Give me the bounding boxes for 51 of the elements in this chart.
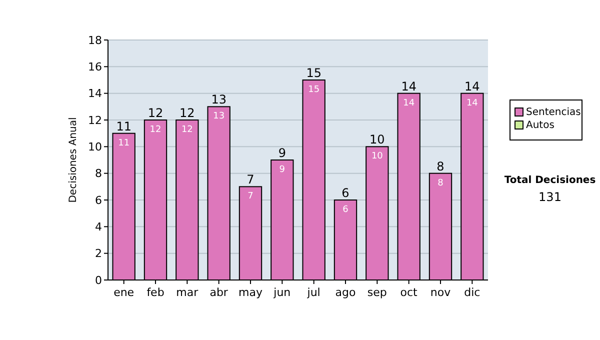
x-tick-label: jun [272, 286, 291, 299]
total-label: 13 [211, 92, 226, 107]
total-label: 11 [116, 119, 132, 134]
y-tick-label: 0 [95, 274, 102, 287]
total-label: 14 [464, 79, 480, 94]
data-label: 6 [342, 205, 349, 215]
total-label: 15 [306, 66, 322, 80]
x-tick-label: jul [306, 286, 320, 299]
x-tick-label: sep [367, 286, 387, 299]
x-tick-label: may [238, 286, 263, 299]
data-label: 14 [466, 98, 478, 108]
y-axis-title: Decisiones Anual [68, 117, 79, 203]
total-label: 10 [370, 132, 385, 147]
total-label: 6 [342, 186, 350, 200]
y-tick-label: 16 [88, 60, 102, 74]
data-label: 9 [279, 165, 286, 175]
data-label: 13 [213, 112, 225, 122]
x-tick-label: nov [430, 286, 452, 299]
x-tick-label: abr [210, 286, 228, 299]
total-label: 12 [180, 106, 195, 120]
y-tick-label: 12 [88, 114, 102, 127]
legend-label: Sentencias [526, 107, 581, 118]
text: 131 [538, 190, 562, 204]
x-tick-label: ene [114, 286, 134, 299]
total-label: 14 [401, 79, 416, 94]
y-tick-label: 18 [88, 34, 102, 47]
data-label: 7 [248, 192, 254, 202]
data-label: 11 [118, 138, 130, 148]
y-tick-label: 8 [95, 167, 102, 180]
data-label: 12 [150, 125, 162, 135]
y-tick-label: 2 [95, 247, 102, 260]
data-label: 12 [181, 125, 193, 135]
data-label: 8 [438, 178, 444, 188]
y-tick-label: 14 [88, 87, 102, 100]
total-label: 7 [246, 172, 254, 187]
x-tick-label: ago [335, 286, 356, 299]
y-tick-label: 10 [88, 140, 102, 154]
x-tick-label: dic [464, 286, 480, 299]
x-tick-label: oct [400, 286, 418, 299]
total-label: 8 [436, 159, 444, 174]
total-label: 12 [148, 106, 164, 120]
y-tick-label: 6 [95, 194, 102, 207]
data-label: 10 [371, 152, 384, 162]
data-label: 15 [308, 85, 320, 95]
legend-label: Autos [526, 120, 554, 131]
x-tick-label: feb [146, 286, 164, 299]
y-tick-label: 4 [95, 220, 102, 234]
x-tick-label: mar [176, 286, 199, 299]
data-label: 14 [403, 98, 415, 108]
text: Total Decisiones [504, 175, 596, 186]
total-label: 9 [278, 146, 286, 160]
